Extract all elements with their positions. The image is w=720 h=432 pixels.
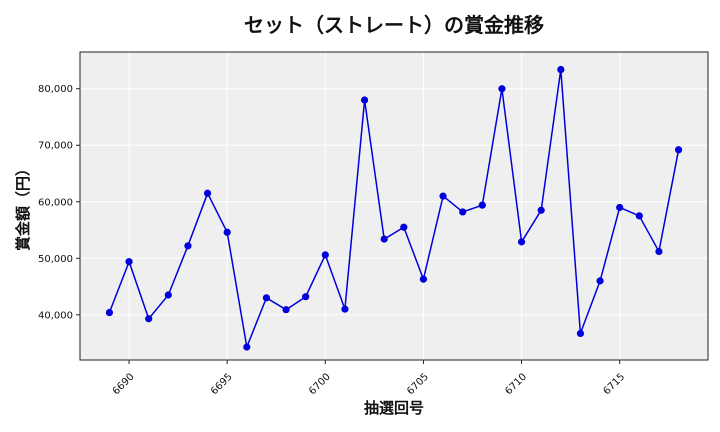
y-axis-ticks: 40,000 50,000 60,000 70,000 80,000: [38, 84, 80, 321]
y-tick-label: 60,000: [38, 197, 73, 208]
x-tick-label: 6695: [209, 371, 235, 397]
x-tick-label: 6700: [307, 371, 333, 397]
data-point: [419, 275, 428, 283]
plot-background: [80, 52, 708, 360]
data-point: [439, 192, 447, 200]
data-point: [341, 305, 349, 313]
chart-title: セット（ストレート）の賞金推移: [244, 13, 544, 37]
data-point: [400, 223, 408, 231]
data-point: [478, 201, 486, 209]
gridlines: [80, 52, 708, 360]
data-point: [282, 306, 290, 314]
data-point: [262, 294, 271, 302]
y-tick-label: 40,000: [38, 310, 73, 321]
plot-frame: [79, 51, 709, 361]
x-tick-label: 6705: [405, 371, 431, 397]
data-point: [164, 291, 172, 299]
data-point: [596, 277, 604, 285]
data-point: [184, 242, 192, 250]
data-point: [459, 208, 467, 216]
data-point: [537, 206, 545, 214]
data-point: [321, 251, 329, 259]
y-tick-label: 80,000: [38, 84, 73, 95]
data-point: [125, 258, 133, 266]
x-tick-label: 6690: [111, 371, 137, 397]
data-point: [243, 343, 251, 351]
data-point: [302, 293, 310, 301]
data-points: [105, 65, 683, 351]
data-point: [498, 85, 506, 93]
x-tick-label: 6710: [503, 371, 529, 397]
data-point: [557, 65, 565, 74]
series-line: [108, 69, 680, 350]
data-point: [576, 329, 585, 338]
y-tick-label: 50,000: [38, 254, 73, 265]
data-point: [517, 238, 526, 246]
x-axis-label: 抽選回号: [364, 399, 424, 417]
y-axis-label: 賞金額（円）: [14, 161, 32, 251]
data-point: [635, 212, 643, 220]
y-tick-label: 70,000: [38, 141, 73, 152]
x-axis-ticks: 6690 6695 6700 6705 6710 6715: [111, 360, 627, 397]
data-point: [360, 96, 369, 104]
data-point: [223, 228, 231, 236]
x-tick-label: 6715: [601, 371, 627, 397]
data-point: [203, 189, 212, 197]
data-point: [616, 203, 624, 212]
data-point: [105, 308, 114, 317]
data-point: [145, 315, 153, 323]
data-point: [655, 247, 663, 256]
data-point: [674, 146, 683, 154]
data-point: [380, 235, 388, 243]
